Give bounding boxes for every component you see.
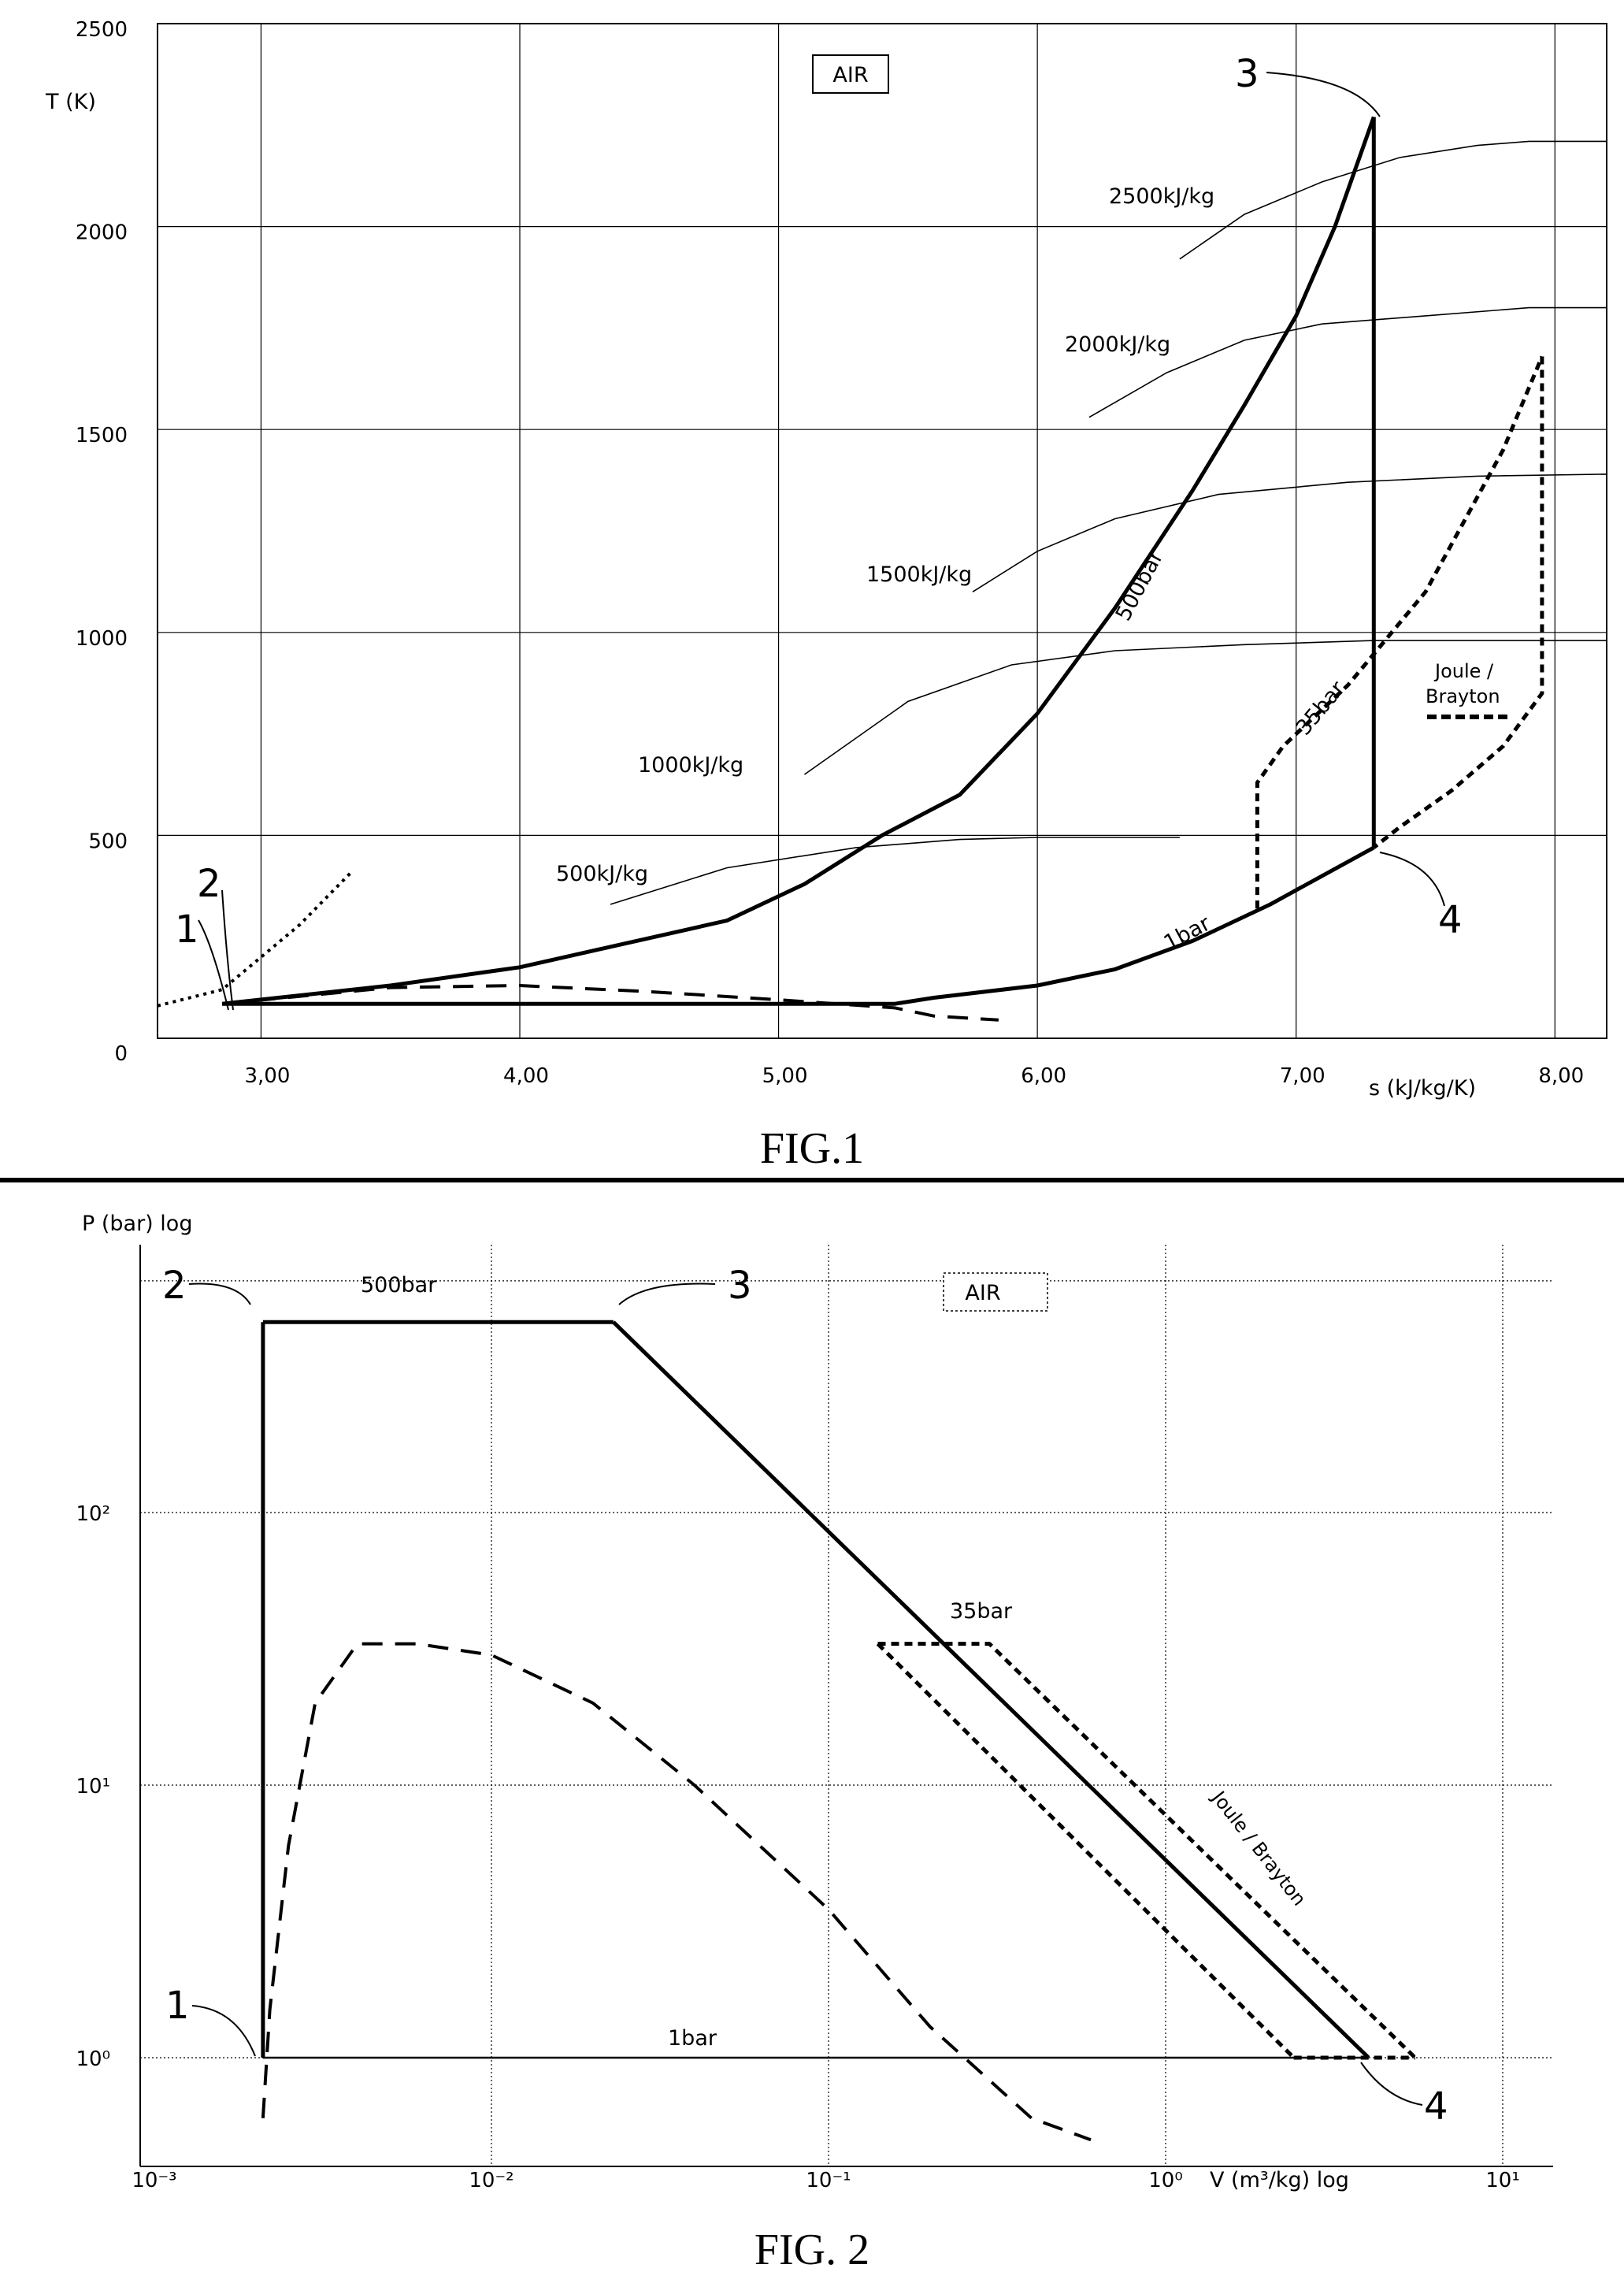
- fig1-x-tick-3: 6,00: [1021, 1064, 1066, 1088]
- fig1-iso-label-2500: 2500kJ/kg: [1109, 184, 1214, 209]
- fig1-isoenergy-line-4: [1179, 140, 1607, 260]
- fig1-label-1bar: 1bar: [1160, 911, 1215, 956]
- fig2-series-5: [877, 1642, 1417, 2059]
- fig1-leader-3: [1266, 72, 1381, 117]
- fig1-point-4: 4: [1438, 898, 1463, 942]
- fig2-tick-labels: 10⁻³ 10⁻² 10⁻¹ 10⁰ 10¹ 10⁰ 10¹ 10²: [76, 1502, 1519, 2192]
- fig2-x-tick-0: 10⁻³: [132, 2169, 176, 2192]
- fig1-legend-joule: Joule /: [1433, 660, 1494, 682]
- fig2-x-tick-1: 10⁻²: [469, 2169, 514, 2192]
- fig2-label-500bar: 500bar: [361, 1273, 437, 1297]
- fig1-tick-labels: 3,00 4,00 5,00 6,00 7,00 8,00 0 500 1000 1500 2000…: [76, 18, 1584, 1088]
- fig2-point-4: 4: [1424, 2084, 1448, 2129]
- fig1-y-tick-5: 2500: [76, 18, 128, 42]
- fig1-leader-2: [221, 889, 234, 1011]
- fig1-air-box: [812, 54, 889, 94]
- fig2-y-tick-2: 10²: [76, 1502, 110, 1526]
- fig2-grid: [139, 1245, 1553, 2167]
- fig2-y-tick-1: 10¹: [76, 1775, 110, 1799]
- fig1-y-tick-3: 1500: [76, 424, 128, 447]
- fig1-grid: [157, 23, 1607, 1039]
- fig2-x-tick-2: 10⁻¹: [806, 2169, 851, 2192]
- fig1-y-tick-0: 0: [114, 1042, 128, 1066]
- fig1-point-3: 3: [1235, 52, 1259, 96]
- fig2-x-tick-4: 10¹: [1485, 2169, 1520, 2192]
- fig1-label-500bar: 500bar: [1111, 546, 1169, 625]
- fig1-series-0: [221, 116, 1376, 1006]
- fig2-series-1: [612, 1320, 1370, 2059]
- fig2-y-axis-label: P (bar) log: [82, 1212, 192, 1236]
- fig2-label-joule-brayton: Joule / Brayton: [1207, 1786, 1311, 1910]
- fig1-iso-label-1000: 1000kJ/kg: [638, 753, 743, 778]
- fig1-isoenergy-line-2: [972, 473, 1607, 592]
- fig1-leader-1: [198, 919, 229, 1011]
- fig2-point-2: 2: [162, 1264, 187, 1308]
- fig1-caption: FIG.1: [760, 1124, 864, 1173]
- fig1-point-2: 2: [197, 862, 221, 906]
- fig1-plot-frame: [157, 23, 1607, 1039]
- fig1-series-5: [1255, 355, 1544, 909]
- fig2-y-tick-0: 10⁰: [76, 2047, 110, 2071]
- fig1-y-tick-4: 2000: [76, 221, 128, 245]
- fig1-isoenergy-line-3: [1088, 306, 1607, 418]
- fig1-leader-4: [1379, 852, 1445, 907]
- fig1-x-axis-label: s (kJ/kg/K): [1369, 1076, 1476, 1101]
- fig1-series-3: [221, 984, 999, 1022]
- fig1-x-tick-1: 4,00: [503, 1064, 549, 1088]
- fig1-point-1: 1: [175, 908, 199, 952]
- fig2-x-axis-label: V (m³/kg) log: [1210, 2168, 1349, 2192]
- fig1-iso-label-500: 500kJ/kg: [556, 862, 648, 886]
- fig1-y-tick-1: 500: [88, 830, 128, 853]
- fig1-x-tick-5: 8,00: [1538, 1064, 1584, 1088]
- fig1-series: [157, 116, 1544, 1022]
- fig2-air-box: [943, 1272, 1048, 1312]
- fig1-x-tick-0: 3,00: [244, 1064, 290, 1088]
- fig2-leader-3: [618, 1283, 716, 1305]
- fig1-iso-label-2000: 2000kJ/kg: [1065, 332, 1170, 357]
- fig1-label-35bar: 35bar: [1292, 676, 1351, 740]
- fig1-iso-label-1500: 1500kJ/kg: [866, 562, 972, 587]
- fig1-y-axis-label: T (K): [45, 90, 96, 114]
- fig1-series-6: [1372, 356, 1544, 849]
- fig2-x-tick-3: 10⁰: [1148, 2169, 1183, 2192]
- fig1-air-label: AIR: [832, 63, 868, 87]
- fig1-x-tick-4: 7,00: [1280, 1064, 1326, 1088]
- fig2-leader-4: [1360, 2062, 1423, 2106]
- fig2-label-1bar: 1bar: [668, 2026, 717, 2051]
- fig1-x-tick-2: 5,00: [762, 1064, 808, 1088]
- fig2-air-label: AIR: [965, 1281, 1000, 1305]
- fig2-series-6: [876, 1642, 1296, 2059]
- fig1-chart: 3,00 4,00 5,00 6,00 7,00 8,00 0 500 1000 1500 2000…: [45, 18, 1607, 1173]
- fig2-leader-1: [191, 2005, 256, 2057]
- fig1-isoenergy-line-0: [610, 837, 1180, 905]
- fig2-leader-2: [188, 1283, 251, 1305]
- fig2-caption: FIG. 2: [755, 2225, 869, 2274]
- fig2-label-35bar: 35bar: [950, 1599, 1013, 1624]
- fig2-series: [261, 1320, 1417, 2142]
- fig2-series-4: [261, 1642, 1092, 2142]
- fig1-isoenergy-lines: [610, 140, 1607, 905]
- fig1-legend-brayton: Brayton: [1426, 685, 1500, 707]
- fig2-point-1: 1: [165, 1984, 190, 2028]
- fig1-series-1: [222, 845, 1375, 1006]
- fig1-y-tick-2: 1000: [76, 627, 128, 651]
- fig2-point-3: 3: [728, 1264, 752, 1308]
